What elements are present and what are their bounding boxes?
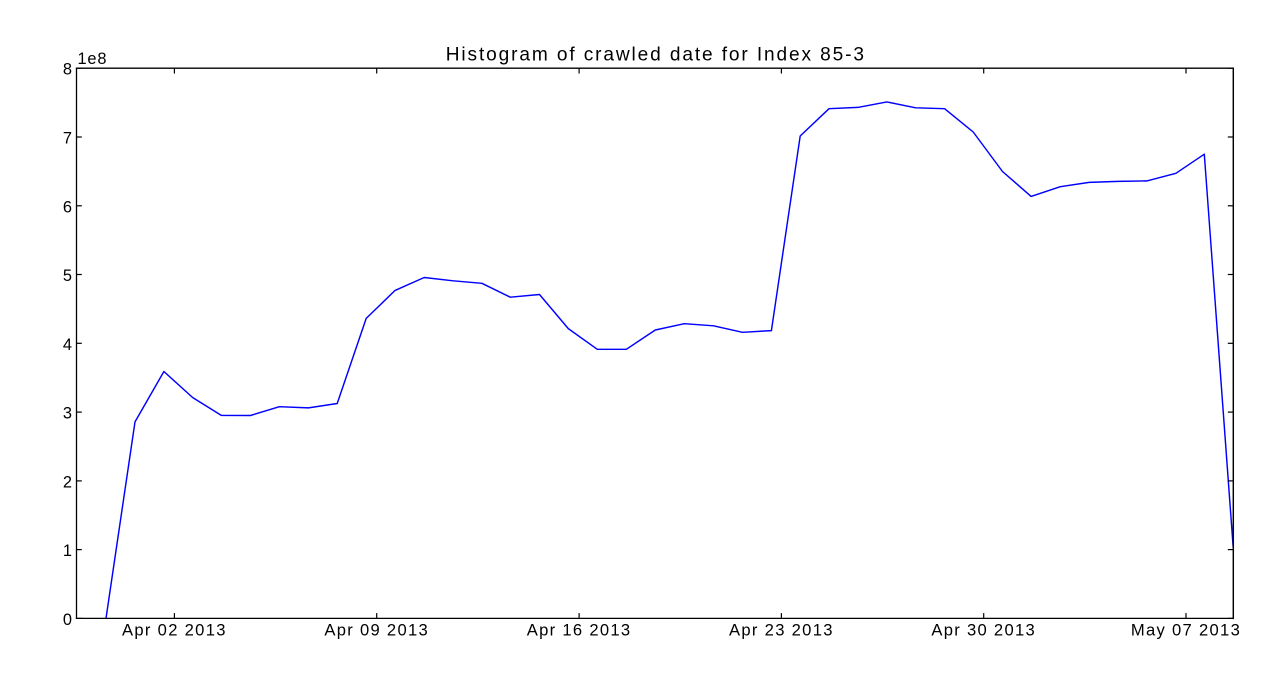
svg-text:Apr 02 2013: Apr 02 2013	[122, 621, 227, 640]
svg-text:1: 1	[63, 542, 72, 560]
svg-text:Apr 09 2013: Apr 09 2013	[324, 621, 429, 640]
svg-text:Histogram of crawled date for: Histogram of crawled date for Index 85-3	[446, 44, 866, 65]
svg-text:Apr 30 2013: Apr 30 2013	[931, 621, 1036, 640]
svg-text:0: 0	[63, 611, 72, 629]
svg-text:1e8: 1e8	[78, 50, 108, 68]
svg-text:5: 5	[63, 267, 72, 285]
svg-text:4: 4	[63, 336, 72, 354]
svg-text:8: 8	[63, 61, 72, 79]
svg-text:2: 2	[63, 473, 72, 491]
svg-text:3: 3	[63, 405, 72, 423]
svg-text:Apr 16 2013: Apr 16 2013	[527, 621, 632, 640]
svg-text:May 07 2013: May 07 2013	[1131, 621, 1241, 640]
svg-text:Apr 23 2013: Apr 23 2013	[729, 621, 834, 640]
svg-text:6: 6	[63, 198, 72, 216]
svg-text:7: 7	[63, 130, 72, 148]
